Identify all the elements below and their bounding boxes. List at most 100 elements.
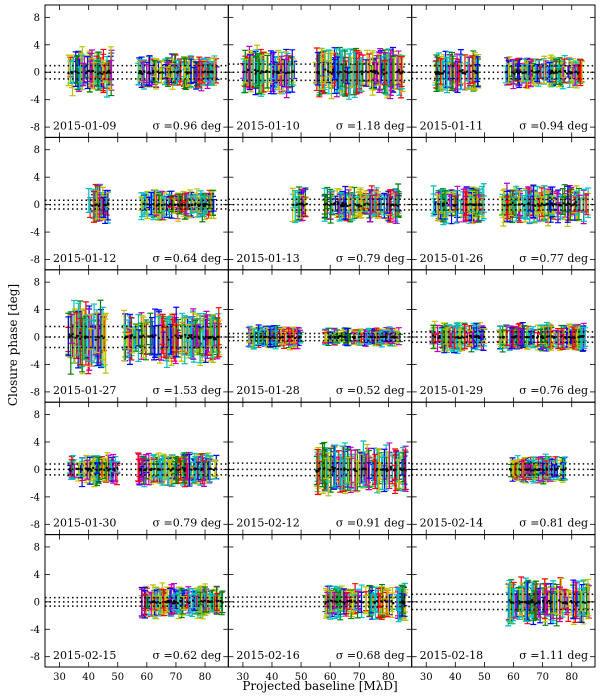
data-point <box>357 205 360 208</box>
data-point <box>97 72 100 75</box>
data-point <box>454 204 457 207</box>
data-point <box>186 71 189 74</box>
data-point <box>259 72 262 75</box>
data-point <box>357 203 360 206</box>
data-point <box>109 71 112 74</box>
data-point <box>187 203 190 206</box>
data-point <box>337 72 340 75</box>
data-point <box>208 336 211 339</box>
data-point <box>538 70 541 73</box>
data-point <box>443 70 446 73</box>
data-point <box>560 204 563 207</box>
data-point <box>566 72 569 75</box>
data-point <box>509 203 512 206</box>
data-point <box>396 204 399 207</box>
data-point <box>159 71 162 74</box>
data-point <box>210 70 213 73</box>
panel-2015-01-09: -8 -4 0 4 8 2015-01-09 σ =0.96 deg <box>30 4 229 138</box>
data-point <box>186 72 189 75</box>
data-point <box>382 73 385 76</box>
data-point <box>537 204 540 207</box>
data-point <box>191 337 194 340</box>
data-point <box>85 72 88 75</box>
data-point <box>559 70 562 73</box>
data-point <box>97 336 100 339</box>
data-point <box>71 333 74 336</box>
data-point <box>472 70 475 73</box>
panels-layer: -8 -4 0 4 8 2015-01-09 σ =0.96 deg 2015-01-10 σ … <box>30 4 596 683</box>
data-point <box>435 73 438 76</box>
data-point <box>272 70 275 73</box>
data-point <box>550 202 553 205</box>
data-point <box>373 69 376 72</box>
data-point <box>575 70 578 73</box>
data-point <box>331 68 334 71</box>
data-point <box>476 71 479 74</box>
data-point <box>467 203 470 206</box>
data-point <box>350 70 353 73</box>
y-tick-label: 0 <box>34 68 40 79</box>
data-point <box>151 334 154 337</box>
data-point <box>480 204 483 207</box>
data-point <box>96 336 99 339</box>
data-point <box>217 335 220 338</box>
data-point <box>300 202 303 205</box>
panel-sigma-label: σ =0.77 deg <box>519 252 588 265</box>
data-point <box>262 71 265 74</box>
data-point <box>317 72 320 75</box>
data-point <box>401 71 404 74</box>
data-point <box>461 69 464 72</box>
data-point <box>552 72 555 75</box>
data-point <box>477 204 480 207</box>
data-point <box>79 331 82 334</box>
data-point <box>99 72 102 75</box>
data-point <box>573 202 576 205</box>
data-point <box>369 69 372 72</box>
data-point <box>440 72 443 75</box>
data-point <box>178 334 181 337</box>
data-point <box>360 205 363 208</box>
data-point <box>464 72 467 75</box>
data-point <box>434 202 437 205</box>
y-tick-label: -4 <box>30 95 40 106</box>
data-point <box>106 70 109 73</box>
data-point <box>100 335 103 338</box>
data-point <box>91 69 94 72</box>
data-point <box>83 335 86 338</box>
panel-date-label: 2015-01-11 <box>420 119 483 132</box>
data-point <box>146 71 149 74</box>
y-tick-label: 8 <box>34 145 40 156</box>
data-point <box>330 203 333 206</box>
data-point <box>143 70 146 73</box>
data-point <box>521 71 524 74</box>
data-point <box>398 71 401 74</box>
data-point <box>130 334 133 337</box>
data-point <box>101 72 104 75</box>
data-point <box>474 70 477 73</box>
data-point <box>437 203 440 206</box>
data-point <box>173 70 176 73</box>
data-point <box>472 203 475 206</box>
data-point <box>247 69 250 72</box>
data-point <box>463 71 466 74</box>
data-point <box>181 204 184 207</box>
data-point <box>567 202 570 205</box>
data-point <box>441 72 444 75</box>
panel-date-label: 2015-01-26 <box>420 252 483 265</box>
data-point <box>169 71 172 74</box>
data-point <box>76 335 79 338</box>
data-point <box>133 336 136 339</box>
data-point <box>160 204 163 207</box>
data-point <box>551 204 554 207</box>
data-point <box>325 202 328 205</box>
data-point <box>298 202 301 205</box>
error-bars <box>65 299 223 375</box>
data-point <box>366 202 369 205</box>
data-point <box>360 72 363 75</box>
panel-date-label: 2015-01-13 <box>236 252 299 265</box>
data-point <box>168 203 171 206</box>
data-point <box>461 72 464 75</box>
y-tick-label: 4 <box>34 40 40 51</box>
data-point <box>562 202 565 205</box>
data-point <box>530 69 533 72</box>
